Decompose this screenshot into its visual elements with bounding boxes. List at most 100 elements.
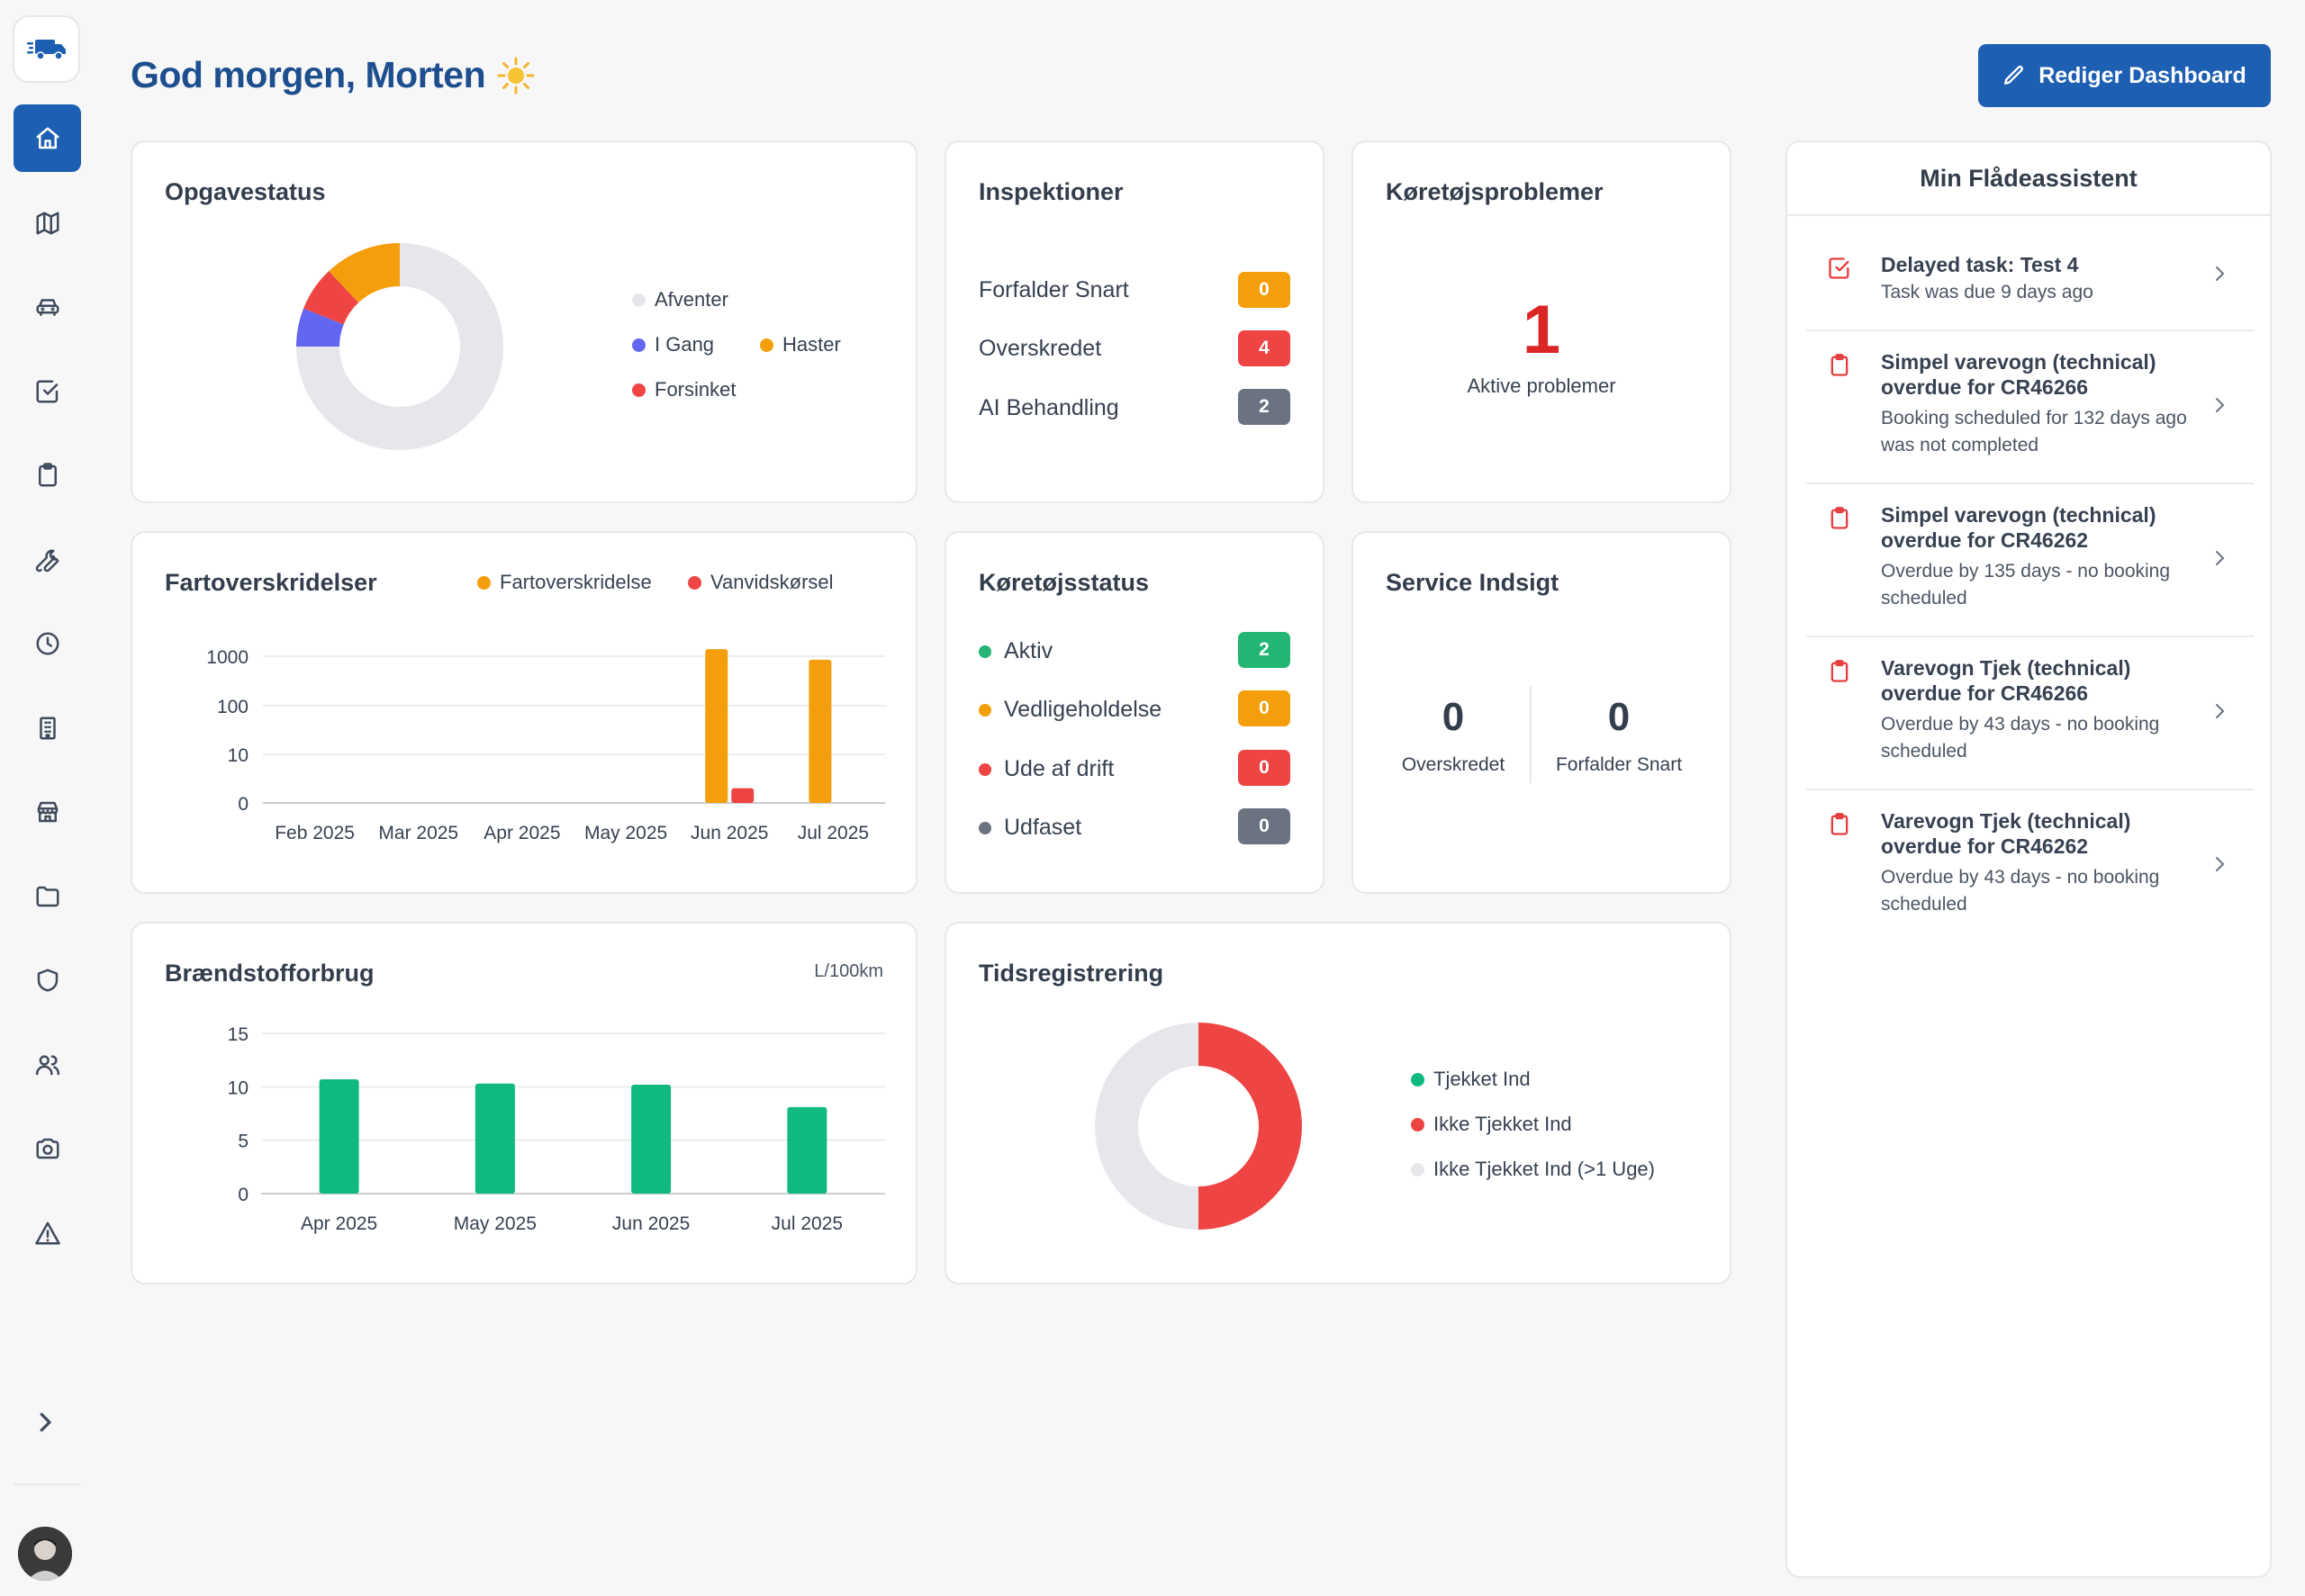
- card-title: Service Indsigt: [1386, 569, 1559, 596]
- assistant-item[interactable]: Delayed task: Test 4 Task was due 9 days…: [1805, 216, 2254, 331]
- legend-vanvidskoersel: Vanvidskørsel: [688, 571, 834, 594]
- assistant-item[interactable]: Varevogn Tjek (technical) overdue for CR…: [1805, 790, 2254, 943]
- nav-vehicles[interactable]: [14, 273, 81, 340]
- chevron-right-icon: [40, 1412, 51, 1432]
- x-tick-label: Feb 2025: [275, 823, 355, 843]
- legend-fartoverskridelse: Fartoverskridelse: [477, 571, 652, 594]
- inspection-due-soon-badge[interactable]: 0: [1238, 272, 1290, 308]
- x-tick-label: Apr 2025: [484, 823, 560, 843]
- card-title: Køretøjsproblemer: [1386, 178, 1604, 205]
- avatar[interactable]: [18, 1527, 72, 1581]
- status-dot: [979, 821, 991, 834]
- sidebar-expand-button[interactable]: [27, 1404, 63, 1440]
- pencil-icon: [2004, 66, 2024, 85]
- map-icon: [36, 212, 59, 234]
- camera-icon: [36, 1138, 59, 1159]
- nav-users[interactable]: [14, 1031, 81, 1098]
- service-divider: [1530, 686, 1532, 783]
- status-retired-row: Udfaset: [979, 815, 1081, 841]
- fuel-bar-chart: 15 10 5 0 Apr 2025 May 2025 Jun 2025 Jul 2025: [228, 1024, 885, 1234]
- nav-map[interactable]: [14, 189, 81, 257]
- fuel-bar: [787, 1106, 827, 1194]
- chevron-right-icon: [2209, 853, 2230, 875]
- fleet-assistant-panel: Min Flådeassistent Delayed task: Test 4 …: [1785, 140, 2272, 1578]
- status-retired-badge[interactable]: 0: [1238, 808, 1290, 844]
- nav-tasks[interactable]: [14, 357, 81, 425]
- status-dot: [979, 703, 991, 717]
- shield-icon: [37, 969, 58, 991]
- donut-slice-ikke-tjekket-ind: [1198, 1023, 1302, 1230]
- nav-shop[interactable]: [14, 778, 81, 845]
- y-tick-label: 0: [238, 1185, 249, 1205]
- legend-label: Haster: [782, 333, 841, 356]
- nav-time[interactable]: [14, 609, 81, 677]
- truck-logo[interactable]: [13, 15, 80, 83]
- fuel-consumption-card: Brændstofforbrug L/100km 15 10 5 0 Apr 2025 M…: [131, 922, 917, 1285]
- service-due-soon-value: 0: [1607, 695, 1631, 739]
- status-out-of-service-badge[interactable]: 0: [1238, 750, 1290, 786]
- assistant-item-title: Simpel varevogn (technical) overdue for …: [1881, 350, 2156, 399]
- clipboard-icon: [38, 462, 57, 486]
- store-icon: [37, 801, 58, 822]
- status-active-row: Aktiv: [979, 638, 1053, 664]
- status-maintenance-badge[interactable]: 0: [1238, 690, 1290, 726]
- clipboard-icon: [1827, 506, 1852, 531]
- fuel-bar: [319, 1079, 359, 1194]
- task-status-card: Opgavestatus Afventer I Gang Haster Fors…: [131, 140, 917, 503]
- legend-label: Afventer: [655, 288, 728, 311]
- nav-maintenance[interactable]: [14, 526, 81, 593]
- truck-icon: [26, 39, 66, 60]
- active-problems-label: Aktive problemer: [1467, 374, 1616, 397]
- legend-dot: [760, 338, 773, 352]
- clipboard-icon: [1827, 659, 1852, 684]
- nav-alerts[interactable]: [14, 1199, 81, 1267]
- assistant-item[interactable]: Simpel varevogn (technical) overdue for …: [1805, 331, 2254, 484]
- fuel-bar: [631, 1084, 672, 1194]
- status-dot: [979, 645, 991, 658]
- assistant-item-title: Varevogn Tjek (technical) overdue for CR…: [1881, 656, 2131, 705]
- vehicle-problems-card[interactable]: Køretøjsproblemer 1 Aktive problemer: [1351, 140, 1731, 503]
- assistant-item[interactable]: Varevogn Tjek (technical) overdue for CR…: [1805, 637, 2254, 790]
- assistant-item-title: Varevogn Tjek (technical) overdue for CR…: [1881, 809, 2131, 858]
- bar-fartoverskridelse: [809, 659, 832, 803]
- edit-dashboard-button[interactable]: Rediger Dashboard: [1978, 44, 2271, 107]
- x-tick-label: Jul 2025: [772, 1213, 843, 1234]
- sidebar-divider: [14, 1483, 81, 1485]
- service-due-soon-label: Forfalder Snart: [1555, 754, 1683, 775]
- page-title: God morgen, Morten: [131, 54, 536, 96]
- nav-inspections[interactable]: [14, 441, 81, 509]
- fuel-unit-label: L/100km: [814, 961, 883, 981]
- user-avatar-image: [18, 1527, 72, 1581]
- chevron-right-icon: [2209, 263, 2230, 284]
- status-active-badge[interactable]: 2: [1238, 632, 1290, 668]
- card-title: Tidsregistrering: [979, 960, 1164, 987]
- nav-files[interactable]: [14, 862, 81, 930]
- card-title: Opgavestatus: [165, 178, 326, 205]
- legend-forsinket: Forsinket: [632, 378, 736, 401]
- greeting-text: God morgen, Morten: [131, 54, 486, 95]
- chevron-right-icon: [2209, 547, 2230, 569]
- status-label: Aktiv: [1004, 638, 1053, 663]
- y-tick-label: 10: [228, 745, 249, 766]
- bar-fartoverskridelse: [705, 649, 728, 803]
- assistant-item-subtitle: Overdue by 43 days - no booking schedule…: [1881, 714, 2160, 762]
- nav-home[interactable]: [14, 104, 81, 172]
- nav-security[interactable]: [14, 946, 81, 1014]
- card-title: Brændstofforbrug: [165, 960, 375, 987]
- assistant-item[interactable]: Simpel varevogn (technical) overdue for …: [1805, 484, 2254, 637]
- nav-camera[interactable]: [14, 1114, 81, 1182]
- nav-buildings[interactable]: [14, 694, 81, 762]
- inspections-card: Inspektioner Forfalder Snart 0 Overskred…: [945, 140, 1324, 503]
- time-registration-donut-chart: [1095, 1023, 1302, 1230]
- legend-dot: [632, 293, 646, 307]
- legend-haster: Haster: [760, 333, 841, 356]
- folder-icon: [36, 886, 59, 906]
- assistant-item-title: Simpel varevogn (technical) overdue for …: [1881, 503, 2156, 552]
- inspection-overdue-badge[interactable]: 4: [1238, 330, 1290, 366]
- sidebar: [0, 0, 90, 1596]
- chevron-right-icon: [2209, 700, 2230, 722]
- inspection-ai-badge[interactable]: 2: [1238, 389, 1290, 425]
- legend-label: Forsinket: [655, 378, 737, 401]
- wrench-icon: [35, 549, 59, 572]
- y-tick-label: 10: [228, 1078, 249, 1098]
